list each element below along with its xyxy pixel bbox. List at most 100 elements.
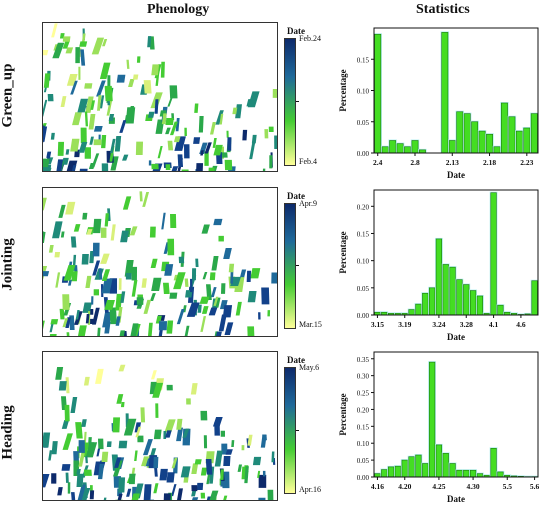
field-patch — [171, 457, 178, 469]
field-patch — [51, 441, 58, 455]
field-patch — [258, 312, 261, 320]
field-patch — [262, 470, 266, 477]
bar — [415, 303, 422, 316]
field-patch — [158, 328, 163, 336]
x-tick-label: 4.16 — [371, 482, 384, 491]
field-patch — [154, 99, 159, 114]
field-patch — [164, 264, 174, 276]
field-patch — [213, 296, 219, 306]
field-patch — [198, 115, 204, 133]
bar — [428, 287, 436, 316]
x-tick-label: 5.6 — [530, 482, 540, 491]
field-patch — [170, 213, 177, 228]
field-patch — [89, 136, 94, 145]
field-patch — [272, 88, 277, 98]
bar — [456, 279, 463, 316]
field-patch — [213, 144, 223, 156]
field-patch — [75, 309, 80, 320]
field-patch — [164, 419, 176, 433]
field-patch — [70, 138, 80, 152]
field-patch — [43, 266, 48, 283]
field-patch — [120, 291, 126, 303]
field-patch — [70, 396, 78, 413]
field-patch — [70, 165, 77, 171]
field-patch — [119, 330, 125, 336]
field-patch — [122, 154, 129, 161]
field-patch — [224, 159, 233, 171]
field-patch — [43, 158, 50, 168]
field-patch — [162, 282, 170, 294]
field-patch — [104, 85, 113, 102]
field-patch — [169, 85, 178, 99]
field-patch — [139, 191, 143, 202]
field-patch — [112, 417, 121, 433]
field-patch — [109, 138, 116, 154]
histogram-green-up: 0.00 0.05 0.10 0.15 2.4 2.8 2.13 2.18 2.23 Date Pe… — [338, 22, 545, 187]
field-patch — [60, 231, 65, 238]
field-patch — [106, 100, 113, 116]
field-patch — [200, 467, 208, 476]
field-patch — [93, 289, 100, 296]
bar — [435, 444, 443, 478]
field-patch — [231, 440, 235, 447]
map-texture — [43, 364, 276, 500]
field-patch — [88, 114, 96, 130]
bar — [478, 130, 486, 154]
field-patch — [120, 230, 129, 243]
field-patch — [66, 332, 71, 336]
field-patch — [43, 432, 51, 448]
field-patch — [194, 103, 199, 113]
field-patch — [126, 59, 130, 69]
y-axis-label: Percentage — [338, 69, 348, 111]
field-patch — [43, 197, 47, 211]
colorbar-title: Date — [287, 191, 305, 201]
bar — [486, 133, 493, 154]
field-patch — [180, 466, 191, 478]
field-patch — [106, 441, 112, 447]
field-patch — [171, 484, 177, 497]
field-patch — [220, 283, 226, 294]
field-patch — [167, 95, 174, 107]
y-tick-label: 0.20 — [357, 203, 370, 211]
colorbar-jointing — [284, 203, 296, 329]
field-patch — [252, 456, 262, 466]
field-patch — [43, 473, 50, 488]
phenology-header: Phenology — [147, 2, 210, 17]
field-patch — [157, 145, 163, 159]
field-patch — [191, 485, 198, 492]
field-patch — [143, 299, 152, 314]
field-patch — [79, 41, 88, 47]
field-patch — [168, 166, 179, 171]
field-patch — [97, 95, 102, 111]
field-patch — [242, 129, 248, 141]
field-patch — [223, 248, 232, 259]
field-patch — [113, 460, 123, 477]
field-patch — [208, 167, 215, 171]
field-patch — [54, 252, 61, 258]
field-patch — [197, 304, 202, 313]
field-patch — [209, 165, 218, 171]
field-patch — [261, 287, 270, 305]
field-patch — [78, 141, 88, 153]
field-patch — [169, 121, 178, 136]
field-patch — [136, 297, 144, 305]
field-patch — [97, 463, 105, 480]
field-patch — [200, 410, 208, 421]
field-patch — [135, 141, 144, 155]
field-patch — [246, 270, 252, 283]
field-patch — [126, 488, 132, 497]
field-patch — [47, 93, 54, 102]
field-patch — [62, 36, 71, 42]
x-axis-label: Date — [447, 332, 465, 342]
field-patch — [92, 242, 100, 257]
field-patch — [57, 487, 63, 496]
field-patch — [250, 268, 261, 279]
field-patch — [161, 212, 166, 230]
y-tick-label: 0.00 — [357, 150, 370, 158]
field-patch — [150, 370, 157, 380]
field-patch — [165, 117, 174, 125]
field-patch — [96, 80, 106, 97]
field-patch — [115, 316, 121, 326]
field-patch — [61, 157, 69, 165]
bar — [408, 456, 415, 478]
